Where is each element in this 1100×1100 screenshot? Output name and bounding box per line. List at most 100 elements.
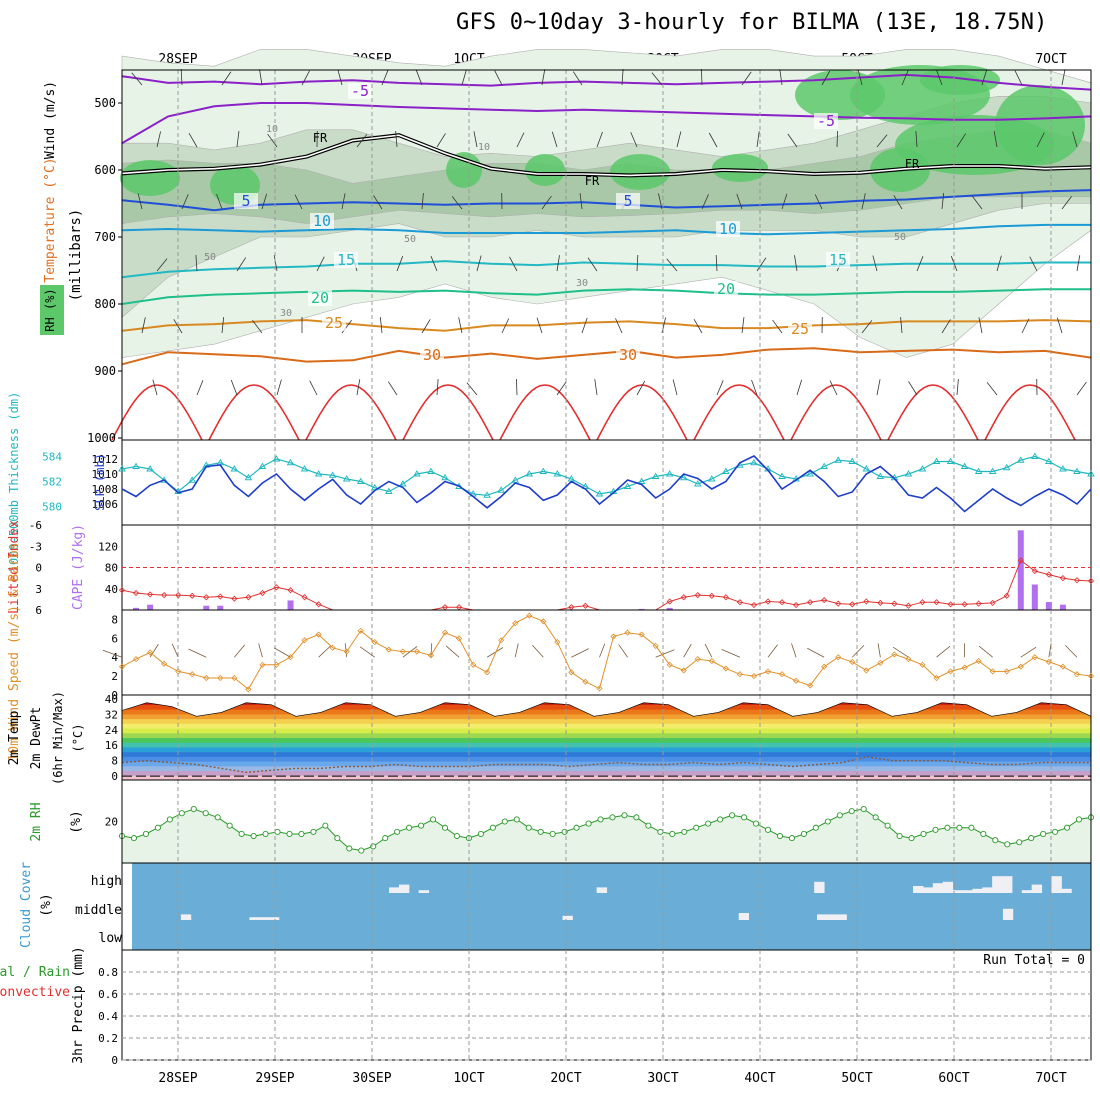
wind-barb — [756, 131, 760, 148]
isotherm-label: 25 — [325, 314, 343, 332]
lifted-index-point — [961, 601, 968, 608]
isotherm-line — [499, 384, 591, 441]
wind-speed-point — [343, 648, 350, 655]
y-tick-label: 0 — [111, 770, 118, 783]
wind-barb — [458, 317, 463, 334]
wind-speed-point — [680, 667, 687, 674]
rh-point — [298, 830, 305, 838]
cloud-bar — [836, 914, 847, 920]
wind-speed-point — [189, 671, 196, 678]
wind-barb — [579, 193, 583, 210]
y-tick-label: 16 — [105, 739, 118, 752]
wind-speed-point — [835, 654, 842, 661]
thickness-point — [778, 472, 786, 479]
rh-point — [980, 830, 987, 838]
y-axis-label: 10m Wind Speed (m/s) & Barbs — [7, 542, 22, 761]
wind-barb — [236, 131, 240, 148]
isotherm-line — [984, 384, 1076, 441]
wind-barb — [301, 70, 310, 86]
label-bg — [814, 113, 838, 129]
y-tick-label: low — [99, 931, 123, 946]
lifted-index-point — [132, 589, 140, 597]
lifted-index-point — [793, 601, 800, 609]
wind-speed-point — [217, 674, 224, 682]
wind-barb — [421, 319, 431, 334]
lifted-index-point — [582, 602, 589, 609]
wind-barb — [993, 131, 998, 148]
rh-point — [441, 824, 449, 831]
rh-saturated-area — [610, 154, 670, 190]
cloud-bar — [269, 917, 280, 920]
wind-barb — [741, 317, 745, 334]
wind-barb — [908, 381, 918, 396]
wind-speed-point — [231, 674, 238, 682]
wind-barb — [188, 648, 207, 658]
wind-barb — [341, 193, 346, 210]
label-bg — [310, 213, 334, 229]
lifted-index-point — [863, 598, 870, 605]
rh-point — [764, 826, 772, 833]
rh-point — [166, 816, 173, 823]
isotherm-label: 5 — [241, 192, 250, 210]
rh-legend-swatch — [40, 285, 64, 335]
lifted-index-point — [877, 599, 884, 606]
rh-point — [1016, 839, 1023, 846]
label-bg — [716, 221, 740, 237]
wind-speed-point — [652, 642, 659, 649]
wind-barb — [461, 69, 467, 86]
isotherm-label: 30 — [423, 346, 441, 364]
y-tick-label: 8 — [111, 755, 118, 768]
wind-speed-point — [778, 671, 786, 678]
wind-barb — [188, 132, 198, 148]
thickness-line — [121, 455, 1092, 496]
lifted-index-point — [849, 601, 856, 608]
y-tick-label: high — [91, 874, 122, 889]
rh-point — [334, 835, 341, 842]
wind-barb — [356, 379, 361, 396]
rh-point — [226, 822, 233, 829]
wind-speed-point — [1003, 668, 1010, 675]
cape-bar — [133, 607, 140, 610]
cape-bar — [666, 607, 673, 610]
wind-barb — [950, 255, 958, 272]
lifted-index-point — [568, 604, 575, 611]
lifted-index-point — [708, 592, 715, 599]
thickness-point — [806, 470, 814, 477]
wind-barb — [131, 72, 143, 86]
rh-contour-label: 10 — [266, 124, 278, 135]
cloud-bar — [1002, 908, 1014, 920]
y-axis-label: Cloud Cover — [19, 862, 34, 948]
rh-point — [1064, 824, 1071, 831]
lifted-index-point — [680, 594, 687, 601]
wind-barb — [551, 131, 558, 148]
label-bg — [826, 252, 850, 268]
wind-barb — [872, 255, 878, 272]
rh-point — [310, 828, 317, 835]
wind-speed-point — [722, 665, 729, 672]
freezing-level-line — [121, 134, 1092, 177]
date-label-bottom: 7OCT — [1035, 1071, 1066, 1086]
wind-barb — [536, 317, 543, 334]
wind-speed-point — [1059, 663, 1066, 670]
wind-barb — [571, 648, 589, 658]
wind-barb — [596, 131, 603, 148]
wind-barb — [794, 255, 798, 272]
thickness-point — [595, 490, 604, 497]
wind-speed-point — [161, 660, 168, 667]
wind-barb — [466, 382, 478, 396]
rh-saturated-area — [995, 85, 1085, 165]
y-tick-label: 0 — [111, 1054, 118, 1067]
isotherm-label: 5 — [623, 192, 632, 210]
date-label-bottom: 5OCT — [841, 1071, 872, 1086]
lifted-index-point — [245, 594, 252, 601]
rh-point — [286, 830, 293, 838]
rh-point — [681, 828, 688, 835]
cape-bar — [287, 600, 294, 610]
wind-barb — [476, 255, 482, 272]
rh-saturated-area — [120, 160, 180, 196]
thickness-point — [708, 475, 716, 482]
thickness-point — [932, 457, 941, 464]
lifted-index-point — [315, 601, 322, 608]
thickness-point — [904, 470, 913, 477]
rh-point — [214, 814, 221, 821]
